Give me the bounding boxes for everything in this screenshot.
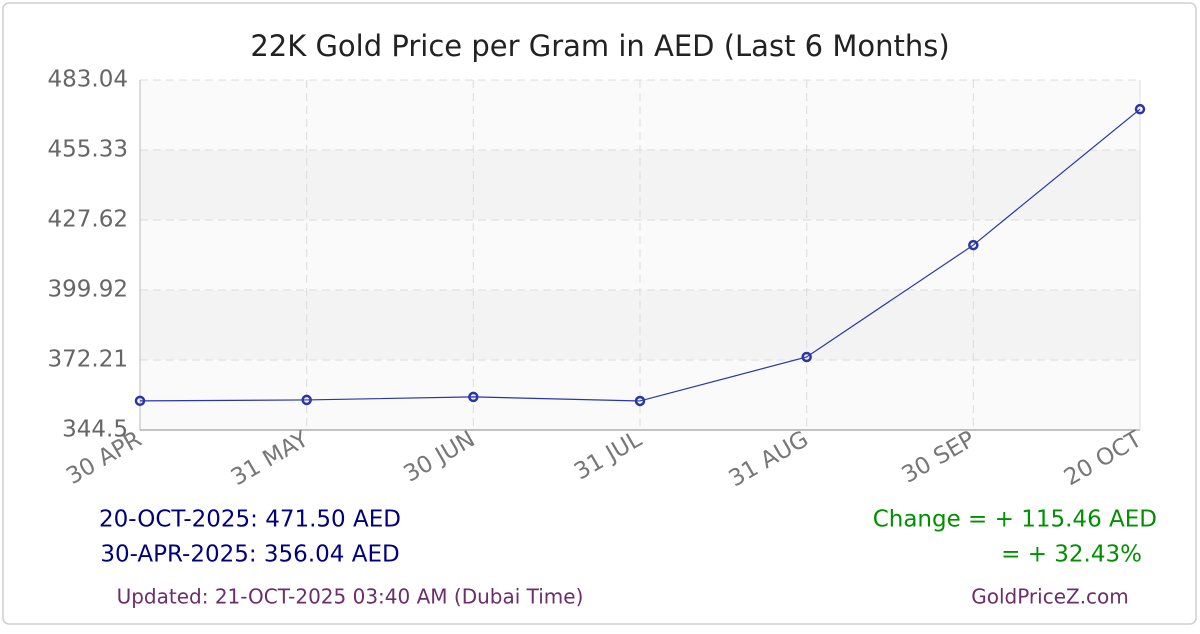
data-point xyxy=(968,239,979,251)
series-line xyxy=(139,108,1141,402)
data-point xyxy=(1134,103,1146,115)
data-point xyxy=(301,394,312,406)
data-point xyxy=(134,395,146,407)
change-absolute: Change = + 115.46 AED xyxy=(873,507,1157,533)
data-point xyxy=(468,391,479,403)
data-point xyxy=(801,351,812,363)
updated-time: Updated: 21-OCT-2025 03:40 AM (Dubai Tim… xyxy=(117,585,584,609)
y-tick-label: 427.62 xyxy=(48,207,128,233)
y-tick-label: 372.21 xyxy=(48,346,128,372)
y-tick-label: 455.33 xyxy=(48,137,128,163)
plot-band xyxy=(140,289,1140,360)
chart-title: 22K Gold Price per Gram in AED (Last 6 M… xyxy=(250,29,949,63)
change-percent: = + 32.43% xyxy=(1001,542,1142,568)
y-tick-label: 399.92 xyxy=(48,276,128,302)
y-tick-label: 483.04 xyxy=(48,67,128,93)
site-name: GoldPriceZ.com xyxy=(971,585,1129,609)
y-tick-label: 344.5 xyxy=(62,417,128,443)
earliest-price: 30-APR-2025: 356.04 AED xyxy=(100,542,399,568)
data-point xyxy=(634,395,646,407)
latest-price: 20-OCT-2025: 471.50 AED xyxy=(99,507,401,533)
